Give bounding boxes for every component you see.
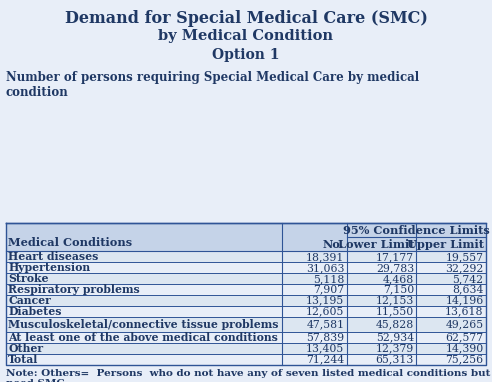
Text: 4,468: 4,468 bbox=[383, 274, 414, 284]
Text: No.: No. bbox=[323, 239, 344, 250]
Text: 71,244: 71,244 bbox=[306, 354, 344, 364]
Bar bbox=[6, 343, 486, 354]
Text: 8,634: 8,634 bbox=[452, 285, 484, 295]
Text: Cancer: Cancer bbox=[8, 295, 51, 306]
Text: Stroke: Stroke bbox=[8, 273, 49, 284]
Text: by Medical Condition: by Medical Condition bbox=[158, 29, 334, 43]
Text: At least one of the above medical conditions: At least one of the above medical condit… bbox=[8, 332, 278, 343]
Bar bbox=[6, 284, 486, 295]
Text: 49,265: 49,265 bbox=[446, 319, 484, 330]
Text: 31,063: 31,063 bbox=[306, 263, 344, 273]
Text: 14,390: 14,390 bbox=[445, 343, 484, 353]
Bar bbox=[6, 223, 486, 251]
Text: 12,379: 12,379 bbox=[376, 343, 414, 353]
Text: 13,195: 13,195 bbox=[306, 296, 344, 306]
Text: Note: Others=  Persons  who do not have any of seven listed medical conditions b: Note: Others= Persons who do not have an… bbox=[6, 369, 491, 382]
Text: Hypertension: Hypertension bbox=[8, 262, 91, 274]
Text: 32,292: 32,292 bbox=[445, 263, 484, 273]
Text: 65,313: 65,313 bbox=[375, 354, 414, 364]
Bar bbox=[6, 306, 486, 317]
Text: 7,150: 7,150 bbox=[383, 285, 414, 295]
Text: Lower Limit: Lower Limit bbox=[338, 239, 414, 250]
Text: 75,256: 75,256 bbox=[446, 354, 484, 364]
Text: 18,391: 18,391 bbox=[306, 252, 344, 262]
Bar bbox=[6, 354, 486, 365]
Bar bbox=[6, 251, 486, 262]
Text: 95% Confidence Limits: 95% Confidence Limits bbox=[343, 225, 490, 236]
Text: 5,118: 5,118 bbox=[313, 274, 344, 284]
Text: 29,783: 29,783 bbox=[376, 263, 414, 273]
Text: Demand for Special Medical Care (SMC): Demand for Special Medical Care (SMC) bbox=[64, 10, 428, 27]
Text: 52,934: 52,934 bbox=[376, 332, 414, 343]
Text: 47,581: 47,581 bbox=[306, 319, 344, 330]
Text: Diabetes: Diabetes bbox=[8, 306, 62, 317]
Text: Musculoskeletal/connective tissue problems: Musculoskeletal/connective tissue proble… bbox=[8, 319, 279, 330]
Text: Upper Limit: Upper Limit bbox=[406, 239, 484, 250]
Text: 12,605: 12,605 bbox=[306, 306, 344, 317]
Bar bbox=[6, 262, 486, 273]
Text: Medical Conditions: Medical Conditions bbox=[8, 236, 132, 248]
Text: 12,153: 12,153 bbox=[375, 296, 414, 306]
Text: 17,177: 17,177 bbox=[376, 252, 414, 262]
Text: Respiratory problems: Respiratory problems bbox=[8, 284, 140, 295]
Text: 57,839: 57,839 bbox=[306, 332, 344, 343]
Text: Other: Other bbox=[8, 343, 43, 354]
Bar bbox=[6, 317, 486, 332]
Bar bbox=[6, 332, 486, 343]
Text: 19,557: 19,557 bbox=[446, 252, 484, 262]
Text: 45,828: 45,828 bbox=[376, 319, 414, 330]
Text: 62,577: 62,577 bbox=[446, 332, 484, 343]
Text: 7,907: 7,907 bbox=[313, 285, 344, 295]
Text: 13,618: 13,618 bbox=[445, 306, 484, 317]
Bar bbox=[6, 273, 486, 284]
Text: 13,405: 13,405 bbox=[306, 343, 344, 353]
Text: Option 1: Option 1 bbox=[212, 48, 280, 62]
Text: 14,196: 14,196 bbox=[445, 296, 484, 306]
Text: Total: Total bbox=[8, 354, 39, 365]
Text: Number of persons requiring Special Medical Care by medical
condition: Number of persons requiring Special Medi… bbox=[6, 71, 419, 99]
Text: 11,550: 11,550 bbox=[376, 306, 414, 317]
Bar bbox=[6, 295, 486, 306]
Text: Heart diseases: Heart diseases bbox=[8, 251, 99, 262]
Text: 5,742: 5,742 bbox=[453, 274, 484, 284]
